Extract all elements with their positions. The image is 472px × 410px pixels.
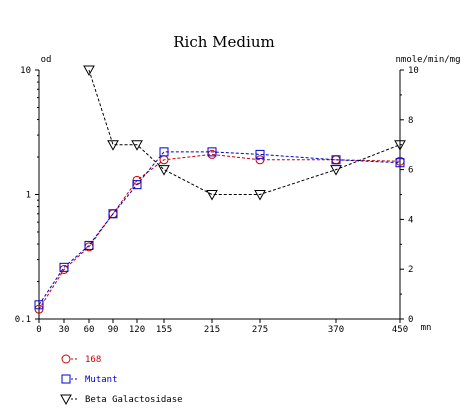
x-unit-label: mn <box>421 323 432 333</box>
x-tick-label: 0 <box>36 325 41 335</box>
y-right-tick-label: 8 <box>408 116 413 126</box>
legend-label: Beta Galactosidase <box>85 395 183 405</box>
x-tick-label: 155 <box>156 325 172 335</box>
legend-item: Mutant <box>61 374 118 385</box>
data-point <box>255 149 265 159</box>
legend-label: 168 <box>85 355 101 365</box>
chart-title: Rich Medium <box>173 33 274 51</box>
y-right-tick-label: 2 <box>408 265 413 275</box>
legend-item: Beta Galactosidase <box>60 394 183 406</box>
y-left-tick-label: 10 <box>20 66 31 76</box>
axes: 0 30 60 90 120 155 215 275 370 450 0.1 1 10 0 2 4 6 8 10 <box>15 66 419 335</box>
data-point <box>206 190 218 201</box>
x-tick-label: 215 <box>204 325 220 335</box>
data-point <box>395 158 405 168</box>
y-right-tick-label: 6 <box>408 166 413 176</box>
legend: 168 Mutant Beta Galactosidase <box>60 354 183 406</box>
x-tick-label: 275 <box>252 325 268 335</box>
data-point <box>331 155 341 165</box>
x-tick-label: 30 <box>59 325 70 335</box>
data-point <box>394 140 406 151</box>
series-line <box>38 151 401 306</box>
legend-marker <box>61 354 71 364</box>
data-point <box>254 190 266 201</box>
data-point <box>59 262 69 272</box>
series-2 <box>83 65 406 201</box>
x-tick-label: 60 <box>84 325 95 335</box>
data-point <box>330 165 342 176</box>
legend-marker <box>60 394 72 406</box>
y-right-tick-label: 0 <box>408 315 413 325</box>
series-line <box>88 69 401 195</box>
y-right-tick-label: 10 <box>408 66 419 76</box>
y-left-tick-label: 0.1 <box>15 315 31 325</box>
y-left-tick-label: 1 <box>26 191 31 201</box>
data-point <box>207 147 217 157</box>
series-layer <box>34 65 406 314</box>
legend-label: Mutant <box>85 375 118 385</box>
x-tick-label: 120 <box>129 325 145 335</box>
data-point <box>255 155 265 165</box>
data-point <box>132 180 142 190</box>
data-point <box>84 240 94 250</box>
data-point <box>107 140 119 151</box>
data-point <box>34 300 44 310</box>
series-0 <box>34 149 405 314</box>
y-right-tick-label: 4 <box>408 215 413 225</box>
legend-item: 168 <box>61 354 101 365</box>
data-point <box>158 165 170 176</box>
data-point <box>131 140 143 151</box>
y-left-unit-label: od <box>41 55 52 65</box>
series-line <box>38 153 401 310</box>
data-point <box>108 209 118 219</box>
data-point <box>159 147 169 157</box>
y-right-unit-label: nmole/min/mg <box>395 55 460 65</box>
data-point <box>83 65 95 77</box>
series-1 <box>34 147 405 310</box>
x-tick-label: 90 <box>108 325 119 335</box>
x-tick-label: 370 <box>328 325 344 335</box>
x-tick-label: 450 <box>392 325 408 335</box>
legend-marker <box>61 374 71 384</box>
